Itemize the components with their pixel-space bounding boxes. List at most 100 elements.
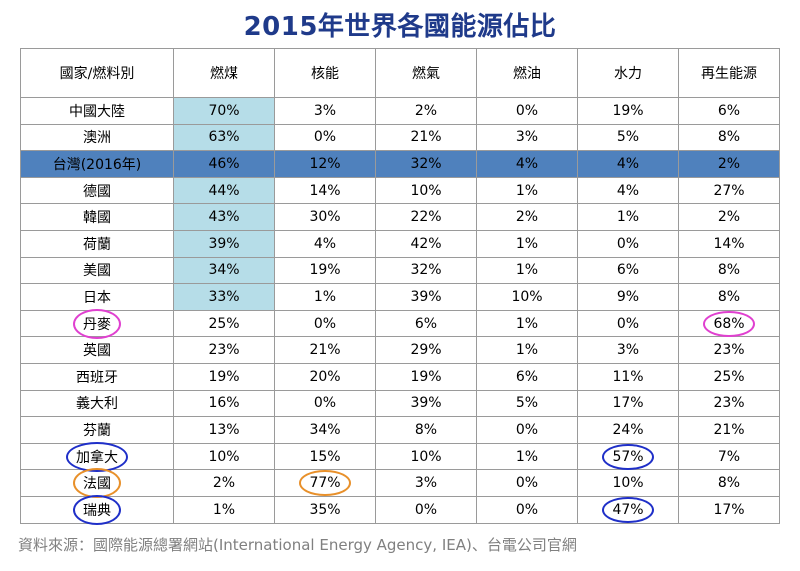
value-cell: 3% bbox=[274, 97, 376, 125]
value-cell: 4% bbox=[577, 150, 679, 178]
value-cell: 29% bbox=[375, 336, 477, 364]
value-cell: 25% bbox=[678, 362, 780, 391]
value-cell: 0% bbox=[476, 469, 578, 497]
table-row: 加拿大 10% 15% 10% 1% 57% 7% bbox=[20, 441, 780, 472]
country-cell: 加拿大 bbox=[20, 441, 174, 472]
value-cell: 4% bbox=[476, 150, 578, 178]
value-cell: 15% bbox=[274, 442, 376, 471]
value-cell: 8% bbox=[678, 123, 780, 152]
value-cell: 8% bbox=[375, 416, 477, 444]
value-cell: 47% bbox=[577, 495, 679, 524]
value-cell: 70% bbox=[173, 97, 275, 125]
value-cell: 0% bbox=[476, 495, 578, 524]
country-cell: 芬蘭 bbox=[20, 416, 174, 444]
value-cell: 0% bbox=[274, 389, 376, 418]
value-cell: 19% bbox=[577, 97, 679, 125]
value-cell: 8% bbox=[678, 469, 780, 497]
value-cell: 63% bbox=[173, 123, 275, 152]
value-cell: 17% bbox=[678, 495, 780, 524]
energy-share-table: 國家/燃料別 燃煤 核能 燃氣 燃油 水力 再生能源 中國大陸 70% 3% 2% 0% 19% 6% 澳… bbox=[20, 48, 780, 525]
value-cell: 0% bbox=[577, 309, 679, 338]
country-cell: 英國 bbox=[20, 336, 174, 364]
value-cell: 27% bbox=[678, 176, 780, 205]
cell-text: 瑞典 bbox=[83, 502, 111, 519]
value-cell: 24% bbox=[577, 416, 679, 444]
value-cell: 33% bbox=[173, 283, 275, 311]
value-cell: 19% bbox=[173, 362, 275, 391]
country-cell: 德國 bbox=[20, 176, 174, 205]
value-cell: 0% bbox=[274, 123, 376, 152]
country-cell: 荷蘭 bbox=[20, 229, 174, 258]
cell-text: 57% bbox=[612, 448, 644, 465]
cell-text: 47% bbox=[612, 501, 644, 518]
value-cell: 23% bbox=[173, 336, 275, 364]
cell-text: 加拿大 bbox=[76, 449, 118, 466]
country-cell: 義大利 bbox=[20, 389, 174, 418]
value-cell: 1% bbox=[577, 203, 679, 231]
value-cell: 3% bbox=[375, 469, 477, 497]
value-cell: 13% bbox=[173, 416, 275, 444]
value-cell: 10% bbox=[577, 469, 679, 497]
value-cell: 1% bbox=[476, 229, 578, 258]
table-row: 法國 2% 77% 3% 0% 10% 8% bbox=[20, 468, 780, 499]
circled-value: 77% bbox=[299, 470, 351, 497]
value-cell: 6% bbox=[678, 97, 780, 125]
column-header: 燃油 bbox=[476, 48, 578, 98]
value-cell: 34% bbox=[274, 416, 376, 444]
cell-text: 法國 bbox=[83, 476, 111, 493]
value-cell: 0% bbox=[577, 229, 679, 258]
country-cell: 瑞典 bbox=[20, 494, 174, 525]
table-row: 德國 44% 14% 10% 1% 4% 27% bbox=[20, 176, 780, 205]
value-cell: 30% bbox=[274, 203, 376, 231]
value-cell: 39% bbox=[375, 389, 477, 418]
value-cell: 12% bbox=[274, 150, 376, 178]
column-header: 燃煤 bbox=[173, 48, 275, 98]
value-cell: 35% bbox=[274, 495, 376, 524]
table-row: 荷蘭 39% 4% 42% 1% 0% 14% bbox=[20, 229, 780, 258]
value-cell: 25% bbox=[173, 309, 275, 338]
value-cell: 1% bbox=[476, 309, 578, 338]
table-row: 韓國 43% 30% 22% 2% 1% 2% bbox=[20, 203, 780, 231]
value-cell: 1% bbox=[476, 256, 578, 285]
value-cell: 10% bbox=[375, 442, 477, 471]
value-cell: 21% bbox=[274, 336, 376, 364]
value-cell: 0% bbox=[476, 97, 578, 125]
value-cell: 10% bbox=[173, 442, 275, 471]
value-cell: 0% bbox=[375, 495, 477, 524]
value-cell: 19% bbox=[274, 256, 376, 285]
chart-title: 2015年世界各國能源佔比 bbox=[243, 12, 557, 42]
value-cell: 1% bbox=[274, 283, 376, 311]
value-cell: 22% bbox=[375, 203, 477, 231]
table-row: 中國大陸 70% 3% 2% 0% 19% 6% bbox=[20, 97, 780, 125]
column-header: 再生能源 bbox=[678, 48, 780, 98]
value-cell: 9% bbox=[577, 283, 679, 311]
value-cell: 44% bbox=[173, 176, 275, 205]
value-cell: 10% bbox=[375, 176, 477, 205]
circled-value: 瑞典 bbox=[73, 494, 121, 525]
value-cell: 8% bbox=[678, 256, 780, 285]
value-cell: 57% bbox=[577, 442, 679, 471]
column-header: 國家/燃料別 bbox=[20, 48, 174, 98]
country-cell: 丹麥 bbox=[20, 308, 174, 339]
value-cell: 16% bbox=[173, 389, 275, 418]
value-cell: 32% bbox=[375, 256, 477, 285]
table-row: 日本 33% 1% 39% 10% 9% 8% bbox=[20, 283, 780, 311]
country-cell: 美國 bbox=[20, 256, 174, 285]
table-body: 中國大陸 70% 3% 2% 0% 19% 6% 澳洲 63% 0% 21% 3% 5% 8% 台灣(201… bbox=[20, 97, 780, 525]
country-cell: 澳洲 bbox=[20, 123, 174, 152]
value-cell: 6% bbox=[476, 362, 578, 391]
table-row: 台灣(2016年) 46% 12% 32% 4% 4% 2% bbox=[20, 150, 780, 178]
value-cell: 1% bbox=[476, 336, 578, 364]
value-cell: 2% bbox=[173, 469, 275, 497]
value-cell: 11% bbox=[577, 362, 679, 391]
value-cell: 1% bbox=[476, 442, 578, 471]
value-cell: 2% bbox=[678, 203, 780, 231]
table-row: 英國 23% 21% 29% 1% 3% 23% bbox=[20, 336, 780, 364]
value-cell: 23% bbox=[678, 389, 780, 418]
value-cell: 1% bbox=[476, 176, 578, 205]
source-note: 資料來源：國際能源總署網站(International Energy Agenc… bbox=[18, 536, 577, 554]
value-cell: 39% bbox=[173, 229, 275, 258]
value-cell: 46% bbox=[173, 150, 275, 178]
value-cell: 39% bbox=[375, 283, 477, 311]
table-row: 美國 34% 19% 32% 1% 6% 8% bbox=[20, 256, 780, 285]
